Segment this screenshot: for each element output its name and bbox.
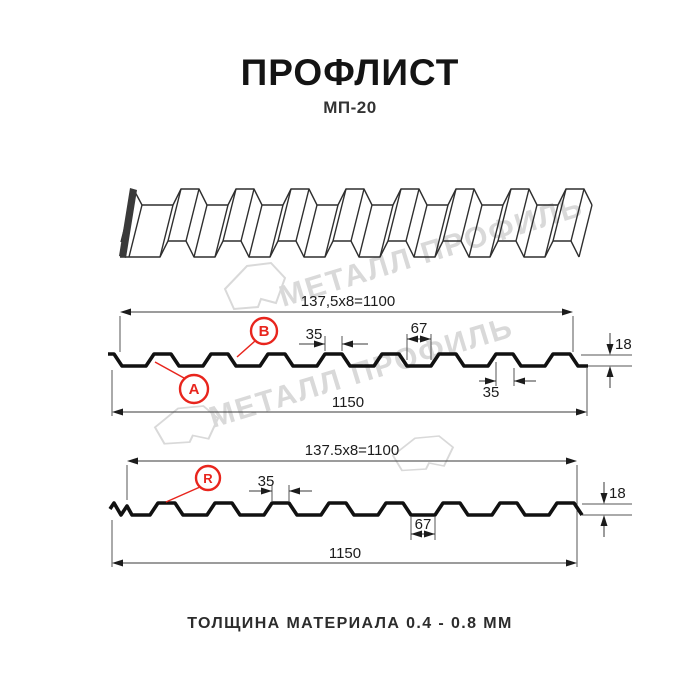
dim-pitch-label: 137,5x8=1100 — [301, 293, 395, 310]
callout-r-letter: R — [203, 471, 213, 486]
callout-b: B — [236, 316, 279, 358]
sheet-3d-drawing — [119, 188, 593, 258]
callout-a: A — [154, 361, 210, 405]
dim-rib-bottom-label: 35 — [483, 384, 500, 401]
dim-rib-top-label: 35 — [258, 473, 275, 490]
dim-overall-label: 1150 — [332, 394, 364, 411]
profile-model-subtitle: МП-20 — [323, 98, 377, 117]
profile-diagram-face-side: 137,5x8=1100 1150 35 67 35 18 A B — [108, 293, 632, 416]
callout-a-letter: A — [189, 381, 200, 398]
sheet-top-edge — [133, 188, 593, 206]
profile-cross-section-face — [108, 352, 588, 368]
profile-diagram-reverse-side: 137.5x8=1100 1150 35 67 18 R — [108, 442, 632, 567]
dimension-arrowheads — [112, 308, 614, 416]
dim-groove-label: 67 — [415, 516, 432, 533]
dim-groove-label: 67 — [411, 320, 428, 337]
material-thickness-note: ТОЛЩИНА МАТЕРИАЛА 0.4 - 0.8 ММ — [187, 615, 513, 632]
callout-r: R — [165, 464, 222, 503]
dim-pitch-label: 137.5x8=1100 — [305, 442, 399, 459]
dimension-arrowheads — [112, 457, 608, 567]
dim-rib-top-label: 35 — [306, 326, 323, 343]
profile-cross-section-reverse — [108, 501, 584, 517]
page-title: ПРОФЛИСТ — [240, 52, 460, 93]
dim-height-label: 18 — [609, 485, 626, 502]
sheet-rib-lines — [120, 188, 593, 258]
sheet-cut-edge — [119, 188, 137, 258]
watermark-logo-icon — [392, 435, 454, 472]
dim-height-label: 18 — [615, 336, 632, 353]
extension-lines — [111, 316, 632, 416]
extension-lines — [111, 465, 632, 567]
callout-b-letter: B — [259, 323, 270, 340]
dimension-lines — [120, 460, 605, 564]
dim-overall-label: 1150 — [329, 545, 361, 562]
watermark-layer: МЕТАЛЛ ПРОФИЛЬ МЕТАЛЛ ПРОФИЛЬ — [153, 190, 587, 472]
